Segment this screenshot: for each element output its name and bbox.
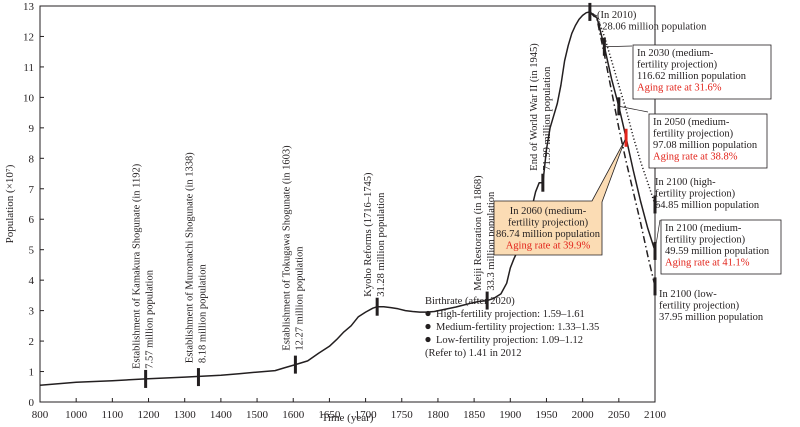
x-tick-label: 1200: [138, 409, 161, 421]
event-title: Kyoho Reforms (1716–1745): [363, 172, 374, 297]
event-population: 33.3 million population: [486, 191, 497, 291]
y-tick-label: 4: [29, 275, 35, 287]
event-title: Establishment of Kamakura Shogunate (in …: [132, 163, 143, 369]
event-title: End of World War II (in 1945): [529, 43, 540, 171]
projection-text: 64.85 million population: [655, 200, 760, 211]
event-title: Establishment of Muromachi Shogunate (in…: [185, 152, 196, 363]
aging-rate-text: Aging rate at 31.6%: [637, 83, 722, 94]
birthrate-title: Birthrate (after 2020): [425, 296, 515, 307]
projection-text: fertility projection): [659, 301, 740, 312]
event-label: Establishment of Muromachi Shogunate (in…: [185, 152, 209, 363]
event-population: 8.18 million population: [198, 263, 209, 363]
projection-text: In 2100 (medium-: [665, 223, 742, 234]
projection-text: fertility projection): [508, 218, 589, 229]
highlight-callout-box: [493, 139, 626, 256]
bullet-icon: [425, 336, 431, 343]
birthrate-item: Medium-fertility projection: 1.33–1.35: [436, 322, 599, 333]
projection-text: 86.74 million population: [496, 229, 601, 240]
x-axis-title: Time (year): [322, 412, 374, 424]
x-tick-label: 1700: [355, 409, 378, 421]
y-axis-title: Population (×10⁷): [4, 164, 16, 243]
projection-callout-box: [660, 219, 782, 275]
bullet-icon: [425, 310, 431, 317]
projection-callout-box: [632, 44, 772, 100]
x-tick-label: 1400: [210, 409, 233, 421]
aging-rate-text: Aging rate at 38.8%: [653, 152, 738, 163]
x-tick-label: 1850: [463, 409, 486, 421]
y-tick-label: 6: [29, 214, 35, 226]
event-population: 7.57 million population: [145, 269, 156, 369]
projection-text: fertility projection): [655, 189, 736, 200]
projection-text: In 2060 (medium-: [510, 206, 587, 217]
x-tick-label: 2000: [572, 409, 595, 421]
projection-text: In 2100 (low-: [659, 289, 717, 300]
event-title: Meiji Restoration (in 1868): [473, 175, 484, 291]
callout-leader: [654, 219, 661, 251]
x-tick-label: 1650: [318, 409, 341, 421]
projection-callout-box: [648, 113, 768, 169]
y-tick-label: 0: [29, 397, 35, 409]
projection-text: (In 2010): [597, 10, 637, 21]
callout-leader: [604, 45, 633, 48]
projection-text: fertility projection): [637, 60, 718, 71]
y-tick-label: 8: [29, 153, 35, 165]
projection-text: 37.95 million population: [659, 312, 764, 323]
x-tick-label: 2050: [608, 409, 631, 421]
x-tick-label: 1100: [102, 409, 124, 421]
projection-text: fertility projection): [665, 235, 746, 246]
x-tick-label: 1500: [246, 409, 269, 421]
birthrate-item: High-fertility projection: 1.59–1.61: [436, 309, 585, 320]
event-label: Meiji Restoration (in 1868) 33.3 million …: [473, 175, 497, 291]
x-tick-label: 1750: [391, 409, 414, 421]
projection-text: fertility projection): [653, 129, 734, 140]
y-tick-label: 12: [23, 31, 34, 43]
x-tick-label: 1900: [499, 409, 522, 421]
x-tick-label: 1000: [65, 409, 88, 421]
y-tick-label: 9: [29, 123, 35, 135]
series-line-dotted: [589, 11, 656, 205]
event-label: End of World War II (in 1945) 71.99 milli…: [529, 43, 553, 171]
series-line-dashdot: [589, 11, 656, 287]
aging-rate-text: Aging rate at 39.9%: [506, 241, 591, 252]
y-tick-label: 13: [23, 1, 35, 13]
aging-rate-text: Aging rate at 41.1%: [665, 258, 750, 269]
y-tick-label: 3: [29, 306, 35, 318]
callout-leader: [589, 11, 598, 17]
event-label: Kyoho Reforms (1716–1745) 31.28 million p…: [363, 172, 387, 297]
projection-text: In 2050 (medium-: [653, 117, 730, 128]
projection-text: 97.08 million population: [653, 140, 758, 151]
y-tick-label: 7: [29, 184, 35, 196]
projection-text: In 2030 (medium-: [637, 48, 714, 59]
y-tick-label: 1: [29, 367, 35, 379]
event-population: 12.27 million population: [294, 246, 305, 351]
projection-text: 116.62 million population: [637, 71, 747, 82]
event-population: 31.28 million population: [376, 192, 387, 297]
x-tick-label: 1950: [535, 409, 558, 421]
y-tick-label: 10: [23, 92, 35, 104]
y-tick-label: 5: [29, 245, 35, 257]
callout-leader: [654, 286, 657, 289]
bullet-icon: [425, 323, 431, 330]
event-title: Establishment of Tokugawa Shogunate (in …: [281, 145, 292, 351]
projection-text: In 2100 (high-: [655, 177, 716, 188]
projection-text: 49.59 million population: [665, 246, 770, 257]
x-tick-label: 1600: [282, 409, 305, 421]
event-label: Establishment of Tokugawa Shogunate (in …: [281, 145, 305, 351]
x-tick-label: 800: [32, 409, 49, 421]
y-tick-label: 11: [23, 62, 34, 74]
x-tick-label: 1300: [174, 409, 197, 421]
event-population: 71.99 million population: [542, 66, 553, 171]
y-tick-label: 2: [29, 336, 35, 348]
event-label: Establishment of Kamakura Shogunate (in …: [132, 163, 156, 369]
birthrate-reference: (Refer to) 1.41 in 2012: [425, 348, 522, 359]
projection-text: 128.06 million population: [597, 22, 707, 33]
x-tick-label: 1800: [427, 409, 450, 421]
callout-leader: [654, 204, 659, 206]
callout-leader: [618, 105, 649, 113]
x-tick-label: 2100: [644, 409, 667, 421]
birthrate-item: Low-fertility projection: 1.09–1.12: [436, 335, 583, 346]
